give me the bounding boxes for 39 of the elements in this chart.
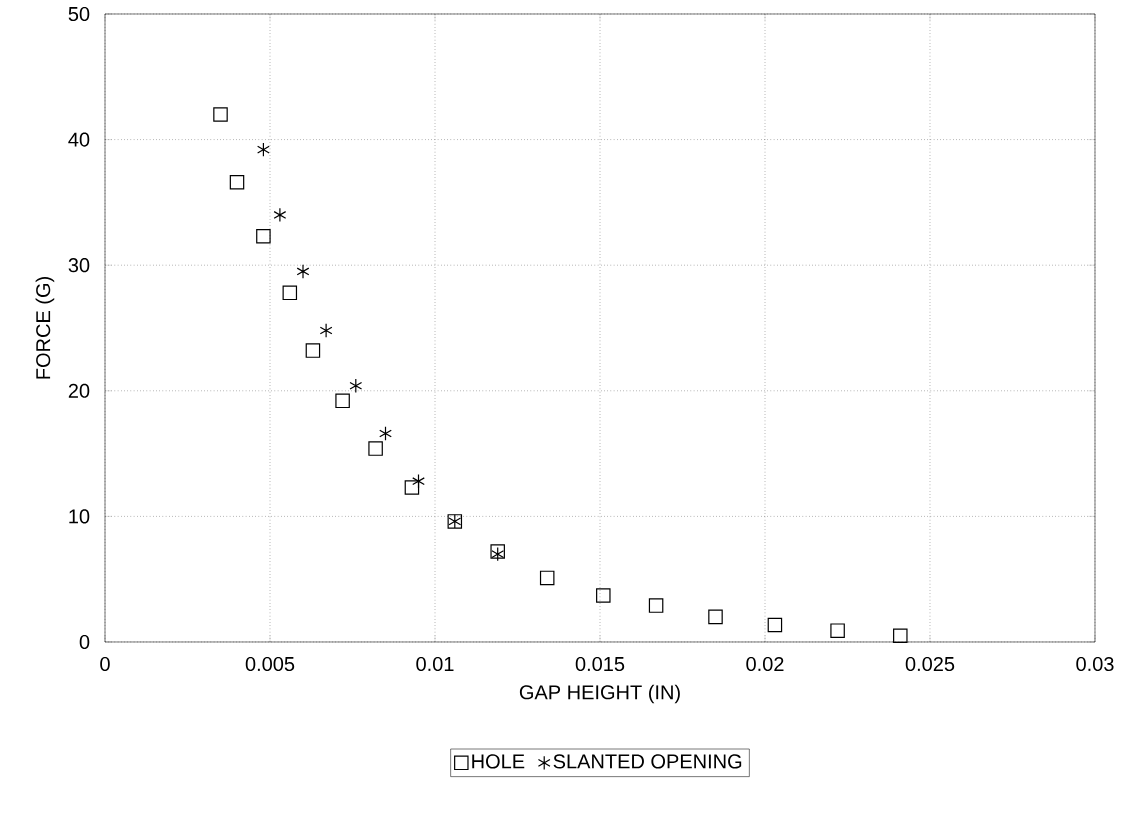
y-axis-title: FORCE (G) (35, 277, 55, 379)
point (368, 441, 383, 456)
x-tick-label: 0 (100, 656, 110, 672)
legend-label: HOLE (472, 754, 525, 769)
point (349, 378, 363, 394)
point (767, 617, 783, 633)
point (412, 473, 425, 489)
point (404, 480, 420, 495)
y-tick-label: 0 (79, 634, 90, 650)
point (296, 264, 310, 279)
x-tick-label: 0.025 (905, 656, 955, 672)
y-tick-label: 30 (68, 258, 90, 273)
point (213, 107, 228, 122)
point (257, 142, 270, 157)
point (893, 628, 908, 643)
y-tick-label: 50 (68, 6, 90, 22)
point (648, 598, 664, 613)
y-tick-label: 10 (69, 509, 90, 524)
x-tick-label: 0.005 (245, 656, 295, 672)
point (335, 393, 350, 409)
point (305, 343, 321, 358)
point (379, 426, 392, 441)
point (256, 229, 271, 244)
x-tick-label: 0.02 (746, 656, 784, 672)
y-tick-label: 20 (68, 383, 90, 398)
x-tick-label: 0.03 (1076, 656, 1114, 672)
y-tick-label: 40 (68, 132, 90, 147)
x-axis-title: GAP HEIGHT (IN) (519, 684, 680, 704)
legend-label: SLANTED OPENING (553, 754, 742, 769)
x-tick-label: 0.015 (575, 656, 625, 672)
point (596, 588, 611, 603)
point (708, 609, 723, 625)
x-tick-label: 0.01 (416, 656, 454, 672)
point (282, 285, 298, 301)
point (273, 207, 287, 223)
point (319, 323, 333, 338)
point (539, 570, 555, 586)
point (830, 623, 845, 638)
point (229, 175, 245, 190)
